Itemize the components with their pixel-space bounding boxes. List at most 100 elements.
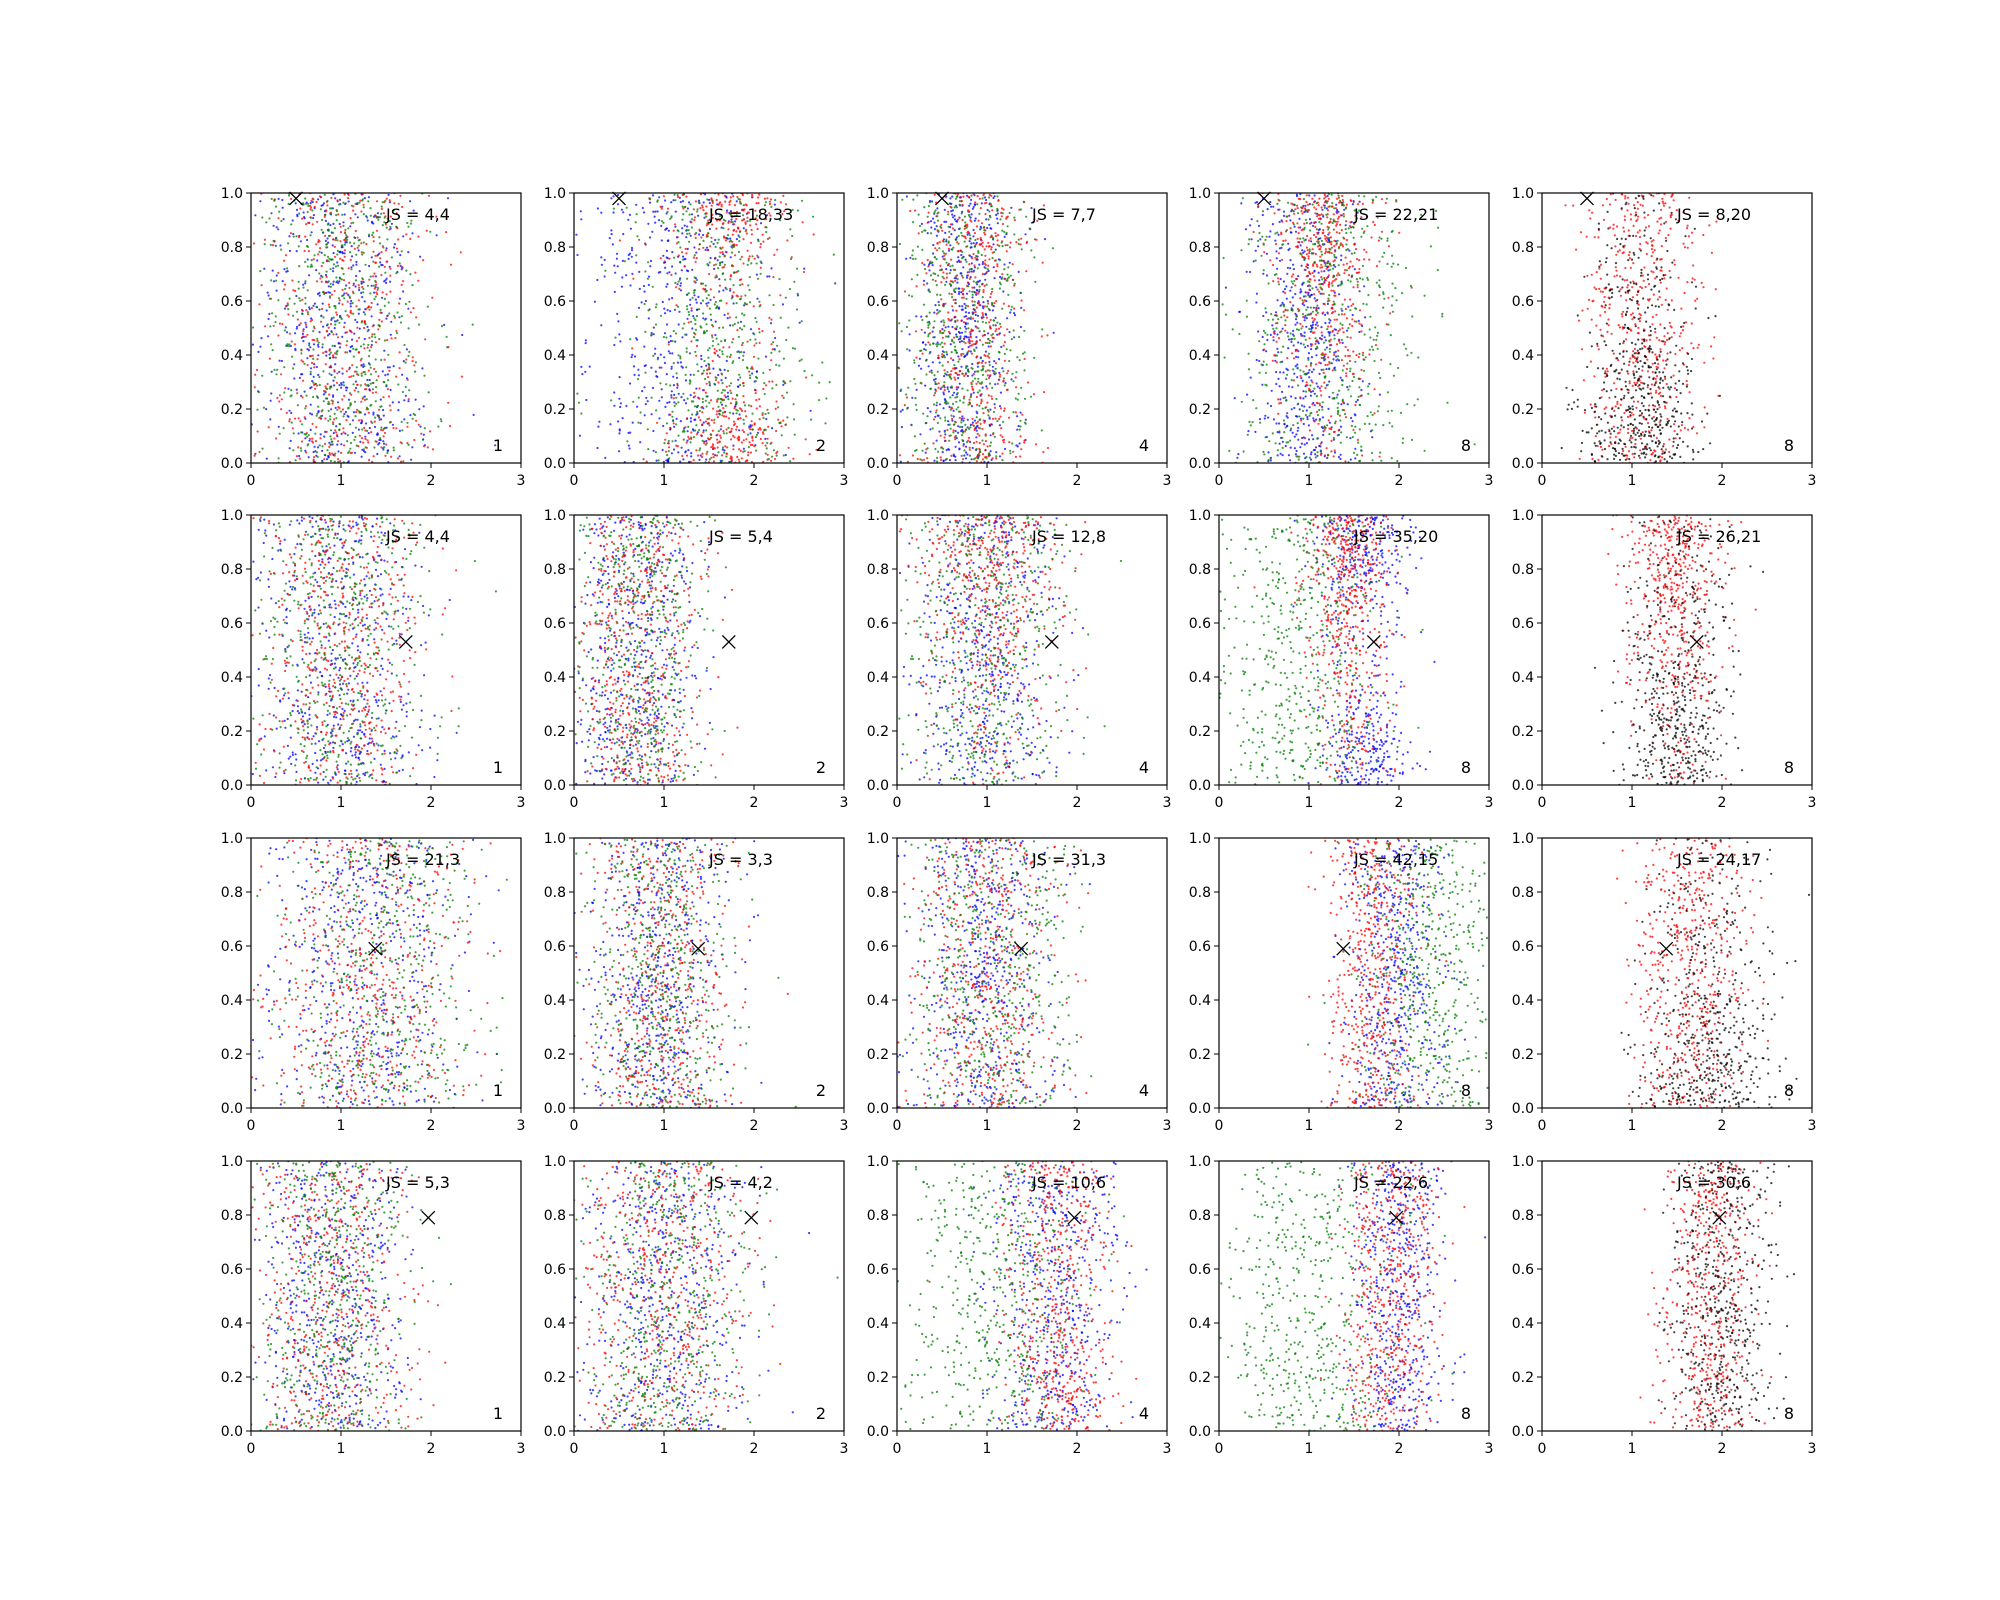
point xyxy=(978,303,981,306)
point xyxy=(755,320,758,323)
point xyxy=(975,382,978,385)
point xyxy=(949,265,952,268)
point xyxy=(928,352,931,355)
point xyxy=(978,434,981,437)
point xyxy=(579,210,582,213)
point xyxy=(1326,456,1329,459)
point xyxy=(733,436,736,439)
point xyxy=(306,313,310,316)
point xyxy=(1010,378,1013,381)
point xyxy=(935,312,939,315)
point xyxy=(1003,263,1006,266)
point xyxy=(684,426,687,429)
point xyxy=(824,422,827,425)
point xyxy=(360,210,363,213)
point xyxy=(1020,299,1023,302)
point xyxy=(340,382,343,385)
point xyxy=(765,218,768,221)
point xyxy=(715,410,719,413)
point xyxy=(747,257,750,260)
point xyxy=(943,342,946,345)
point xyxy=(312,348,315,351)
point xyxy=(772,330,776,333)
point xyxy=(625,206,628,209)
point xyxy=(1340,403,1343,406)
point xyxy=(732,448,735,451)
point xyxy=(667,442,670,445)
point xyxy=(948,405,951,409)
point xyxy=(633,355,637,358)
point xyxy=(628,447,631,450)
point xyxy=(1266,208,1269,211)
point xyxy=(662,195,666,198)
point xyxy=(412,209,415,212)
point xyxy=(725,455,728,458)
point xyxy=(996,217,999,220)
point xyxy=(326,458,329,461)
point xyxy=(1006,273,1009,276)
point xyxy=(949,343,952,346)
point xyxy=(975,395,979,399)
point xyxy=(910,278,913,281)
point xyxy=(1020,248,1023,251)
point xyxy=(679,460,682,463)
point xyxy=(921,341,925,344)
point xyxy=(666,401,669,404)
point xyxy=(664,450,668,453)
point xyxy=(773,457,777,461)
point xyxy=(318,331,321,334)
point xyxy=(742,418,745,421)
point xyxy=(659,205,662,208)
point xyxy=(1006,215,1009,218)
point xyxy=(753,422,756,425)
point xyxy=(317,341,320,344)
point xyxy=(931,261,934,264)
point xyxy=(682,255,685,258)
point xyxy=(973,349,976,353)
point xyxy=(370,306,373,309)
point xyxy=(942,354,946,357)
point xyxy=(969,350,972,353)
point xyxy=(291,219,294,222)
point xyxy=(758,300,761,303)
point xyxy=(966,418,969,421)
point xyxy=(898,454,902,457)
point xyxy=(334,197,337,200)
point xyxy=(971,362,974,366)
point xyxy=(354,318,357,321)
point xyxy=(984,263,987,266)
point xyxy=(903,290,907,293)
point xyxy=(280,373,283,376)
point xyxy=(966,233,969,236)
x-marker xyxy=(612,191,626,206)
point xyxy=(954,204,958,207)
point xyxy=(1015,444,1018,447)
point xyxy=(686,277,689,280)
point xyxy=(971,207,975,210)
point xyxy=(698,228,701,231)
point xyxy=(988,258,991,261)
point xyxy=(973,264,976,267)
point xyxy=(310,361,314,365)
point xyxy=(649,259,653,263)
point xyxy=(991,397,994,400)
point xyxy=(992,336,995,340)
point xyxy=(997,234,1000,237)
point xyxy=(297,446,300,449)
point xyxy=(346,386,349,389)
point xyxy=(357,428,360,431)
point xyxy=(915,448,918,452)
point xyxy=(735,400,738,403)
point xyxy=(950,210,953,213)
point xyxy=(1042,204,1045,207)
point xyxy=(973,245,976,248)
point xyxy=(366,306,369,309)
point xyxy=(669,428,672,431)
point xyxy=(1306,210,1309,213)
point xyxy=(731,220,734,224)
point xyxy=(939,417,942,420)
point xyxy=(991,309,995,312)
point xyxy=(707,356,710,359)
point xyxy=(943,254,946,257)
point xyxy=(1020,306,1023,309)
